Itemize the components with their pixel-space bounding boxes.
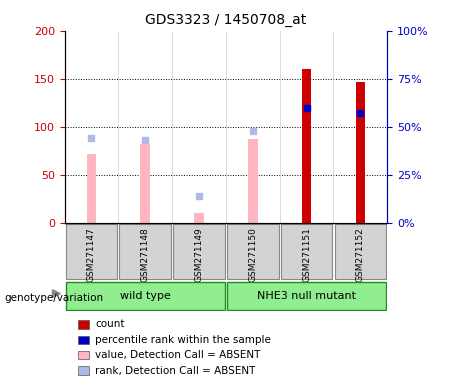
FancyBboxPatch shape [173, 224, 225, 279]
FancyBboxPatch shape [119, 224, 171, 279]
Bar [355, 82, 365, 223]
Text: rank, Detection Call = ABSENT: rank, Detection Call = ABSENT [95, 366, 256, 376]
Text: GSM271151: GSM271151 [302, 227, 311, 282]
Bar [301, 69, 311, 223]
Text: GSM271149: GSM271149 [195, 227, 203, 282]
Bar [87, 154, 96, 223]
Text: percentile rank within the sample: percentile rank within the sample [95, 335, 272, 345]
Title: GDS3323 / 1450708_at: GDS3323 / 1450708_at [145, 13, 307, 27]
Text: genotype/variation: genotype/variation [5, 293, 104, 303]
FancyBboxPatch shape [65, 282, 225, 310]
Bar [140, 144, 150, 223]
Text: GSM271152: GSM271152 [356, 227, 365, 282]
Text: GSM271150: GSM271150 [248, 227, 257, 282]
Text: NHE3 null mutant: NHE3 null mutant [257, 291, 356, 301]
FancyBboxPatch shape [227, 224, 278, 279]
FancyBboxPatch shape [335, 224, 386, 279]
Text: GSM271148: GSM271148 [141, 227, 150, 282]
Bar [194, 213, 204, 223]
FancyBboxPatch shape [281, 224, 332, 279]
Text: count: count [95, 319, 125, 329]
Bar [248, 139, 258, 223]
Text: wild type: wild type [120, 291, 171, 301]
Text: GSM271147: GSM271147 [87, 227, 96, 282]
FancyBboxPatch shape [227, 282, 386, 310]
Text: value, Detection Call = ABSENT: value, Detection Call = ABSENT [95, 350, 261, 360]
FancyBboxPatch shape [65, 224, 117, 279]
